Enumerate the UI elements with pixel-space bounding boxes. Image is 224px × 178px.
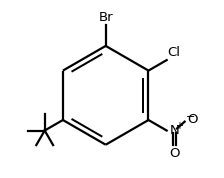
Text: N: N xyxy=(169,124,179,137)
Text: Br: Br xyxy=(98,11,113,24)
Text: O: O xyxy=(187,113,198,126)
Text: O: O xyxy=(169,147,179,160)
Text: +: + xyxy=(175,121,183,131)
Text: Cl: Cl xyxy=(168,46,181,59)
Text: −: − xyxy=(186,112,196,122)
